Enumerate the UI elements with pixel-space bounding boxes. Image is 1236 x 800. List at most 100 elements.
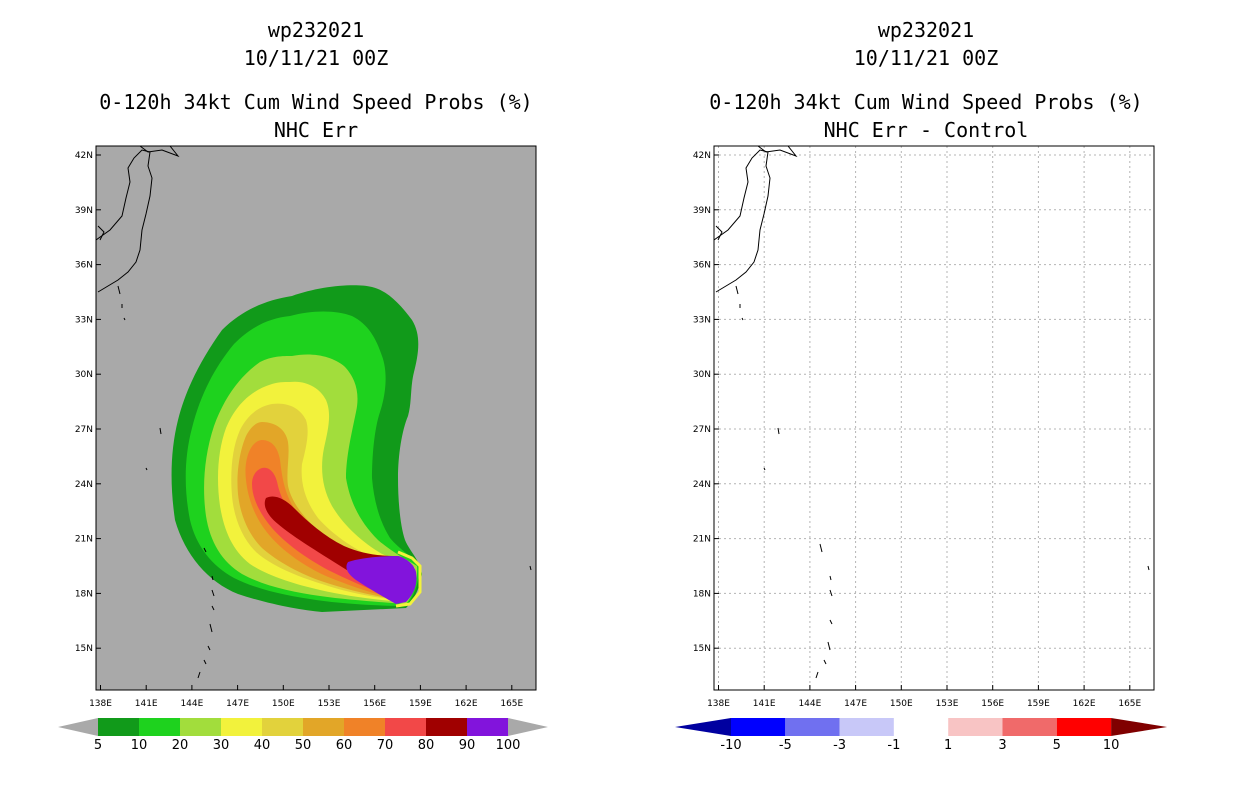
colorbar-label: 40 (254, 738, 271, 753)
lat-tick-label: 42N (693, 151, 711, 161)
left-title-storm: wp232021 (267, 18, 365, 42)
colorbar-label: 60 (336, 738, 353, 753)
lon-tick-label: 150E (272, 699, 295, 709)
colorbar-swatch (731, 718, 786, 736)
colorbar-label: -3 (833, 738, 846, 753)
colorbar-label: 30 (213, 738, 230, 753)
lon-tick-label: 138E (707, 699, 730, 709)
colorbar-right-arrow (1111, 718, 1168, 736)
colorbar-swatch (948, 718, 1003, 736)
izu-islands-right (735, 285, 780, 471)
colorbar-swatch (385, 718, 426, 736)
left-title-product: 0-120h 34kt Cum Wind Speed Probs (%) (99, 90, 533, 114)
mariana-islands-left (197, 547, 532, 679)
colorbar-label: 10 (131, 738, 148, 753)
lon-tick-label: 153E (936, 699, 959, 709)
colorbar-swatch (785, 718, 840, 736)
right-colorbar: -10 -5 -3 -1 1 3 5 10 (675, 718, 1168, 753)
left-coastline (96, 146, 532, 679)
lat-tick-label: 27N (693, 425, 711, 435)
lat-tick-label: 15N (75, 644, 93, 654)
colorbar-left-arrow (675, 718, 731, 736)
lat-tick-label: 24N (75, 480, 93, 490)
colorbar-label: 1 (944, 738, 952, 753)
lon-tick-label: 138E (89, 699, 112, 709)
lat-tick-label: 36N (75, 261, 93, 271)
right-title-date: 10/11/21 00Z (853, 46, 999, 70)
right-map-frame (713, 145, 1155, 691)
colorbar-swatch (467, 718, 508, 736)
colorbar-swatch (426, 718, 467, 736)
lat-tick-label: 30N (693, 370, 711, 380)
probability-contours (171, 285, 422, 612)
lon-tick-label: 153E (318, 699, 341, 709)
colorbar-label: 3 (998, 738, 1006, 753)
colorbar-label: 70 (377, 738, 394, 753)
lat-tick-label: 27N (75, 425, 93, 435)
lon-tick-label: 159E (1027, 699, 1050, 709)
lat-tick-label: 15N (693, 644, 711, 654)
colorbar-label: 50 (295, 738, 312, 753)
lat-tick-label: 21N (693, 535, 711, 545)
colorbar-label: -5 (779, 738, 792, 753)
lat-tick-label: 33N (75, 315, 93, 325)
right-coastline (714, 146, 1150, 679)
izu-islands-left (117, 285, 162, 471)
lon-tick-label: 147E (844, 699, 867, 709)
left-colorbar: 5 10 20 30 40 50 60 70 80 90 100 (58, 718, 548, 753)
kyushu-coast-left (97, 225, 105, 241)
colorbar-swatch (98, 718, 139, 736)
colorbar-label: 20 (172, 738, 189, 753)
lon-tick-label: 141E (135, 699, 158, 709)
right-map-background (714, 146, 1154, 690)
lon-tick-label: 156E (363, 699, 386, 709)
lat-tick-label: 39N (693, 206, 711, 216)
left-title-date: 10/11/21 00Z (243, 46, 389, 70)
colorbar-swatch (839, 718, 894, 736)
japan-coast-right (714, 149, 771, 293)
lon-tick-label: 165E (500, 699, 523, 709)
colorbar-right-arrow (508, 718, 548, 736)
contour-edge-ring (395, 550, 422, 608)
lat-tick-label: 21N (75, 535, 93, 545)
colorbar-label: -1 (887, 738, 900, 753)
right-title-subtitle: NHC Err - Control (823, 118, 1029, 142)
colorbar-swatch (893, 718, 949, 736)
colorbar-label: 5 (1053, 738, 1061, 753)
lon-tick-label: 162E (1073, 699, 1096, 709)
colorbar-label: 90 (459, 738, 476, 753)
right-title-product: 0-120h 34kt Cum Wind Speed Probs (%) (709, 90, 1143, 114)
right-map: 138E 141E 144E 147E 150E 153E 156E 159E 162E 165E… (693, 145, 1155, 709)
lon-tick-label: 147E (226, 699, 249, 709)
left-map-frame (95, 145, 537, 691)
left-map: 138E 141E 144E 147E 150E 153E 156E 159E 162E 165E… (75, 145, 537, 709)
lat-tick-label: 24N (693, 480, 711, 490)
lon-tick-label: 165E (1118, 699, 1141, 709)
lon-tick-label: 156E (981, 699, 1004, 709)
colorbar-label: 10 (1103, 738, 1120, 753)
right-axis-ticks: 138E 141E 144E 147E 150E 153E 156E 159E 162E 165E… (693, 151, 1142, 709)
japan-coast-left (96, 149, 153, 293)
lon-tick-label: 144E (180, 699, 203, 709)
colorbar-swatch (344, 718, 385, 736)
hokkaido-coast-right (757, 146, 798, 158)
colorbar-label: -10 (720, 738, 741, 753)
colorbar-label: 80 (418, 738, 435, 753)
contour-90 (346, 556, 417, 604)
colorbar-swatch (303, 718, 344, 736)
lat-tick-label: 30N (75, 370, 93, 380)
kyushu-coast-right (715, 225, 723, 241)
lat-tick-label: 39N (75, 206, 93, 216)
colorbar-label: 5 (94, 738, 102, 753)
colorbar-label: 100 (496, 738, 521, 753)
right-title-storm: wp232021 (877, 18, 975, 42)
lat-tick-label: 33N (693, 315, 711, 325)
colorbar-swatch (221, 718, 262, 736)
left-axis-ticks: 138E 141E 144E 147E 150E 153E 156E 159E 162E 165E… (75, 151, 524, 709)
colorbar-swatch (262, 718, 303, 736)
lon-tick-label: 144E (798, 699, 821, 709)
lon-tick-label: 159E (409, 699, 432, 709)
colorbar-swatch (1056, 718, 1112, 736)
mariana-islands-right (815, 543, 1150, 679)
